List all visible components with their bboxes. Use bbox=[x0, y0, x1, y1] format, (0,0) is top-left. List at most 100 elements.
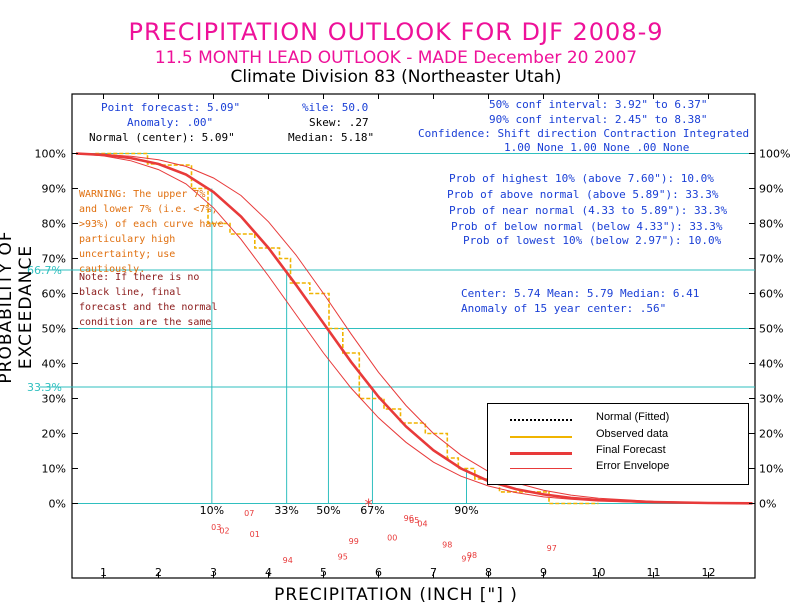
x-tick-label: 10 bbox=[592, 566, 606, 579]
anomaly: Anomaly: .00" bbox=[127, 116, 214, 129]
year-label: 02 bbox=[219, 526, 229, 535]
year-label: 97 bbox=[461, 554, 471, 563]
year-label: 97 bbox=[547, 544, 557, 553]
legend-item-normal: Normal (Fitted) bbox=[488, 411, 748, 427]
legend-swatch-error bbox=[510, 468, 572, 469]
y-tick-label-left: 0% bbox=[49, 498, 66, 511]
y-tick-label-left: 70% bbox=[42, 253, 66, 266]
center-mean-median: Center: 5.74 Mean: 5.79 Median: 6.41 bbox=[461, 287, 700, 300]
prob-lowest-10: Prob of lowest 10% (below 2.97"): 10.0% bbox=[463, 234, 722, 247]
prob-below-normal: Prob of below normal (below 4.33"): 33.3… bbox=[451, 220, 723, 233]
confidence-values: 1.00 None 1.00 None .00 None bbox=[504, 141, 690, 154]
y-tick-label-right: 70% bbox=[759, 253, 783, 266]
x-tick-label: 12 bbox=[702, 566, 716, 579]
percentile-label: 33% bbox=[274, 504, 298, 517]
x-tick-label: 1 bbox=[100, 566, 107, 579]
grid-layer: 66.7% 33.3% 10% 33% 50% 67% 90% bbox=[27, 153, 755, 517]
series-final-forecast bbox=[75, 152, 753, 505]
y-tick-label-right: 90% bbox=[759, 183, 783, 196]
y-tick-label-left: 100% bbox=[35, 148, 66, 161]
chart-title: PRECIPITATION OUTLOOK FOR DJF 2008-9 bbox=[128, 18, 664, 46]
point-forecast: Point forecast: 5.09" bbox=[101, 101, 241, 114]
year-label: 07 bbox=[244, 509, 254, 518]
x-tick-label: 8 bbox=[485, 566, 492, 579]
plot-frame bbox=[71, 93, 756, 579]
year-label: 96 bbox=[404, 514, 414, 523]
prob-highest-10: Prob of highest 10% (above 7.60"): 10.0% bbox=[449, 172, 714, 185]
reference-label: 33.3% bbox=[27, 381, 62, 394]
legend-label-final: Final Forecast bbox=[596, 444, 666, 456]
year-label: 04 bbox=[417, 519, 427, 528]
tick-layer: 0% 0% 10% 10% 20% 20% 30% 30% 40% 40% 50% 50% 60% 60%… bbox=[35, 94, 790, 579]
percentile-label: 50% bbox=[316, 504, 340, 517]
legend-label-observed: Observed data bbox=[596, 428, 669, 440]
climate-division: Climate Division 83 (Northeaster Utah) bbox=[230, 67, 562, 87]
y-tick-label-right: 10% bbox=[759, 463, 783, 476]
legend-swatch-observed bbox=[510, 436, 572, 438]
y-tick-label-left: 40% bbox=[42, 358, 66, 371]
conf-interval-90: 90% conf interval: 2.45" to 8.38" bbox=[489, 113, 708, 126]
percentile: %ile: 50.0 bbox=[302, 101, 369, 114]
y-tick-label-left: 90% bbox=[42, 183, 66, 196]
legend: Normal (Fitted) Observed data Final Fore… bbox=[487, 403, 749, 485]
y-tick-label-right: 30% bbox=[759, 393, 783, 406]
prob-near-normal: Prob of near normal (4.33 to 5.89"): 33.… bbox=[449, 204, 728, 217]
anomaly-15-year: Anomaly of 15 year center: .56" bbox=[461, 302, 667, 315]
legend-swatch-final bbox=[510, 452, 572, 455]
y-tick-label-left: 80% bbox=[42, 218, 66, 231]
chart-subtitle: 11.5 MONTH LEAD OUTLOOK - MADE December … bbox=[154, 48, 638, 68]
x-tick-label: 9 bbox=[540, 566, 547, 579]
skew: Skew: .27 bbox=[309, 116, 369, 129]
y-tick-label-left: 20% bbox=[42, 428, 66, 441]
x-tick-label: 6 bbox=[375, 566, 382, 579]
legend-label-error: Error Envelope bbox=[596, 460, 670, 472]
median: Median: 5.18" bbox=[288, 131, 375, 144]
x-axis-label: PRECIPITATION (INCH ["] ) bbox=[274, 585, 518, 605]
year-label: 99 bbox=[349, 537, 359, 546]
x-tick-label: 2 bbox=[155, 566, 162, 579]
black-line-note: Note: If there is no black line, final f… bbox=[79, 272, 218, 328]
prob-above-normal: Prob of above normal (above 5.89"): 33.3… bbox=[447, 188, 719, 201]
y-tick-label-left: 50% bbox=[42, 323, 66, 336]
x-tick-label: 4 bbox=[265, 566, 272, 579]
legend-item-observed: Observed data bbox=[488, 428, 748, 444]
x-tick-label: 11 bbox=[647, 566, 661, 579]
legend-item-final: Final Forecast bbox=[488, 444, 748, 460]
year-label: 01 bbox=[250, 530, 260, 539]
y-tick-label-right: 50% bbox=[759, 323, 783, 336]
y-tick-label-right: 60% bbox=[759, 288, 783, 301]
y-tick-label-right: 20% bbox=[759, 428, 783, 441]
normal-center: Normal (center): 5.09" bbox=[89, 131, 235, 144]
series-envelope-upper bbox=[75, 153, 753, 504]
percentile-label: 67% bbox=[360, 504, 384, 517]
year-label: 05 bbox=[409, 516, 419, 525]
year-label: 98 bbox=[442, 540, 452, 549]
percentile-label: 90% bbox=[454, 504, 478, 517]
normal-center-marker: * bbox=[365, 495, 373, 514]
y-tick-label-right: 40% bbox=[759, 358, 783, 371]
y-tick-label-left: 60% bbox=[42, 288, 66, 301]
year-label: 95 bbox=[338, 553, 348, 562]
y-tick-label-right: 80% bbox=[759, 218, 783, 231]
y-tick-label-left: 10% bbox=[42, 463, 66, 476]
x-tick-label: 7 bbox=[430, 566, 437, 579]
confidence-header: Confidence: Shift direction Contraction … bbox=[418, 127, 750, 140]
percentile-label: 10% bbox=[200, 504, 224, 517]
y-tick-label-left: 30% bbox=[42, 393, 66, 406]
year-label: 98 bbox=[467, 551, 477, 560]
y-tick-label-right: 0% bbox=[759, 498, 776, 511]
y-tick-label-right: 100% bbox=[759, 148, 790, 161]
year-label: 00 bbox=[387, 533, 397, 542]
legend-swatch-normal bbox=[510, 419, 572, 421]
year-label: 03 bbox=[211, 523, 221, 532]
series-layer bbox=[75, 152, 753, 505]
legend-label-normal: Normal (Fitted) bbox=[596, 411, 670, 423]
year-label: 94 bbox=[283, 556, 293, 565]
legend-item-error: Error Envelope bbox=[488, 460, 748, 476]
y-axis-label: PROBABILITY OF EXCEEDANCE bbox=[0, 230, 36, 384]
x-tick-label: 5 bbox=[320, 566, 327, 579]
reference-label: 66.7% bbox=[27, 264, 62, 277]
conf-interval-50: 50% conf interval: 3.92" to 6.37" bbox=[489, 98, 708, 111]
